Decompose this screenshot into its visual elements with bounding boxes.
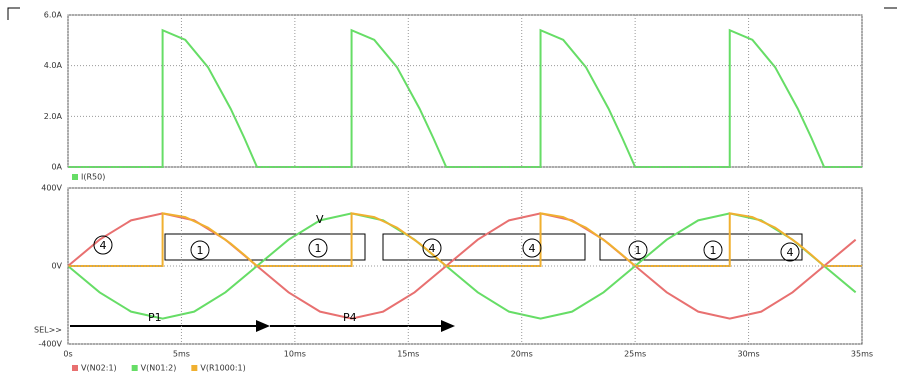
legend-label: V(N02:1) — [81, 364, 117, 373]
y-tick-label: 4.0A — [44, 61, 63, 70]
annotation-circle — [93, 235, 113, 255]
legend-swatch — [72, 174, 78, 180]
selector: SEL>> — [34, 326, 62, 335]
x-tick-label: 0s — [63, 350, 72, 359]
arrow-label: P1 — [148, 311, 162, 324]
y-tick-label: 0V — [51, 262, 62, 271]
annotation: 4 — [100, 239, 107, 252]
arrow-head — [441, 320, 455, 332]
y-tick-label: 400V — [41, 184, 62, 193]
arrow-head — [256, 320, 270, 332]
annotation: 4 — [529, 242, 536, 255]
annotation-circle — [422, 238, 442, 258]
annotation: 4 — [787, 246, 794, 259]
legend-label: I(R50) — [81, 173, 105, 182]
x-tick-label: 25ms — [624, 350, 646, 359]
annotation-circle — [308, 238, 328, 258]
annotation: 1 — [315, 242, 322, 255]
series-line — [67, 212, 857, 320]
x-tick-label: 15ms — [397, 350, 419, 359]
series-line — [68, 28, 862, 168]
legend-swatch — [131, 365, 138, 371]
annotation-box — [382, 233, 586, 261]
series-line — [68, 212, 862, 267]
annotation: V — [316, 213, 324, 226]
legend-swatch — [191, 365, 198, 371]
x-tick-label: 5ms — [173, 350, 190, 359]
corner — [7, 7, 20, 20]
legend-label: V(N01:2) — [141, 364, 177, 373]
x-tick-label: 30ms — [738, 350, 760, 359]
y-tick-label: 6.0A — [44, 11, 63, 20]
y-tick-label: 2.0A — [44, 112, 63, 121]
annotation-circle — [703, 240, 723, 260]
legend-label: V(R1000:1) — [200, 364, 245, 373]
x-tick-label: 35ms — [851, 350, 873, 359]
legend-swatch — [72, 365, 78, 371]
annotation-circle — [780, 242, 800, 262]
annotation-circle — [190, 240, 210, 260]
y-tick-label: 0A — [51, 163, 62, 172]
annotation: 1 — [710, 244, 717, 257]
y-tick-label: -400V — [38, 340, 62, 349]
annotation: 1 — [635, 244, 642, 257]
annotation: 1 — [197, 244, 204, 257]
annotation-circle — [522, 238, 542, 258]
annotation: 4 — [429, 242, 436, 255]
annotation-circle — [628, 240, 648, 260]
arrow-label: P4 — [343, 311, 357, 324]
x-tick-label: 20ms — [511, 350, 533, 359]
x-tick-label: 10ms — [284, 350, 306, 359]
